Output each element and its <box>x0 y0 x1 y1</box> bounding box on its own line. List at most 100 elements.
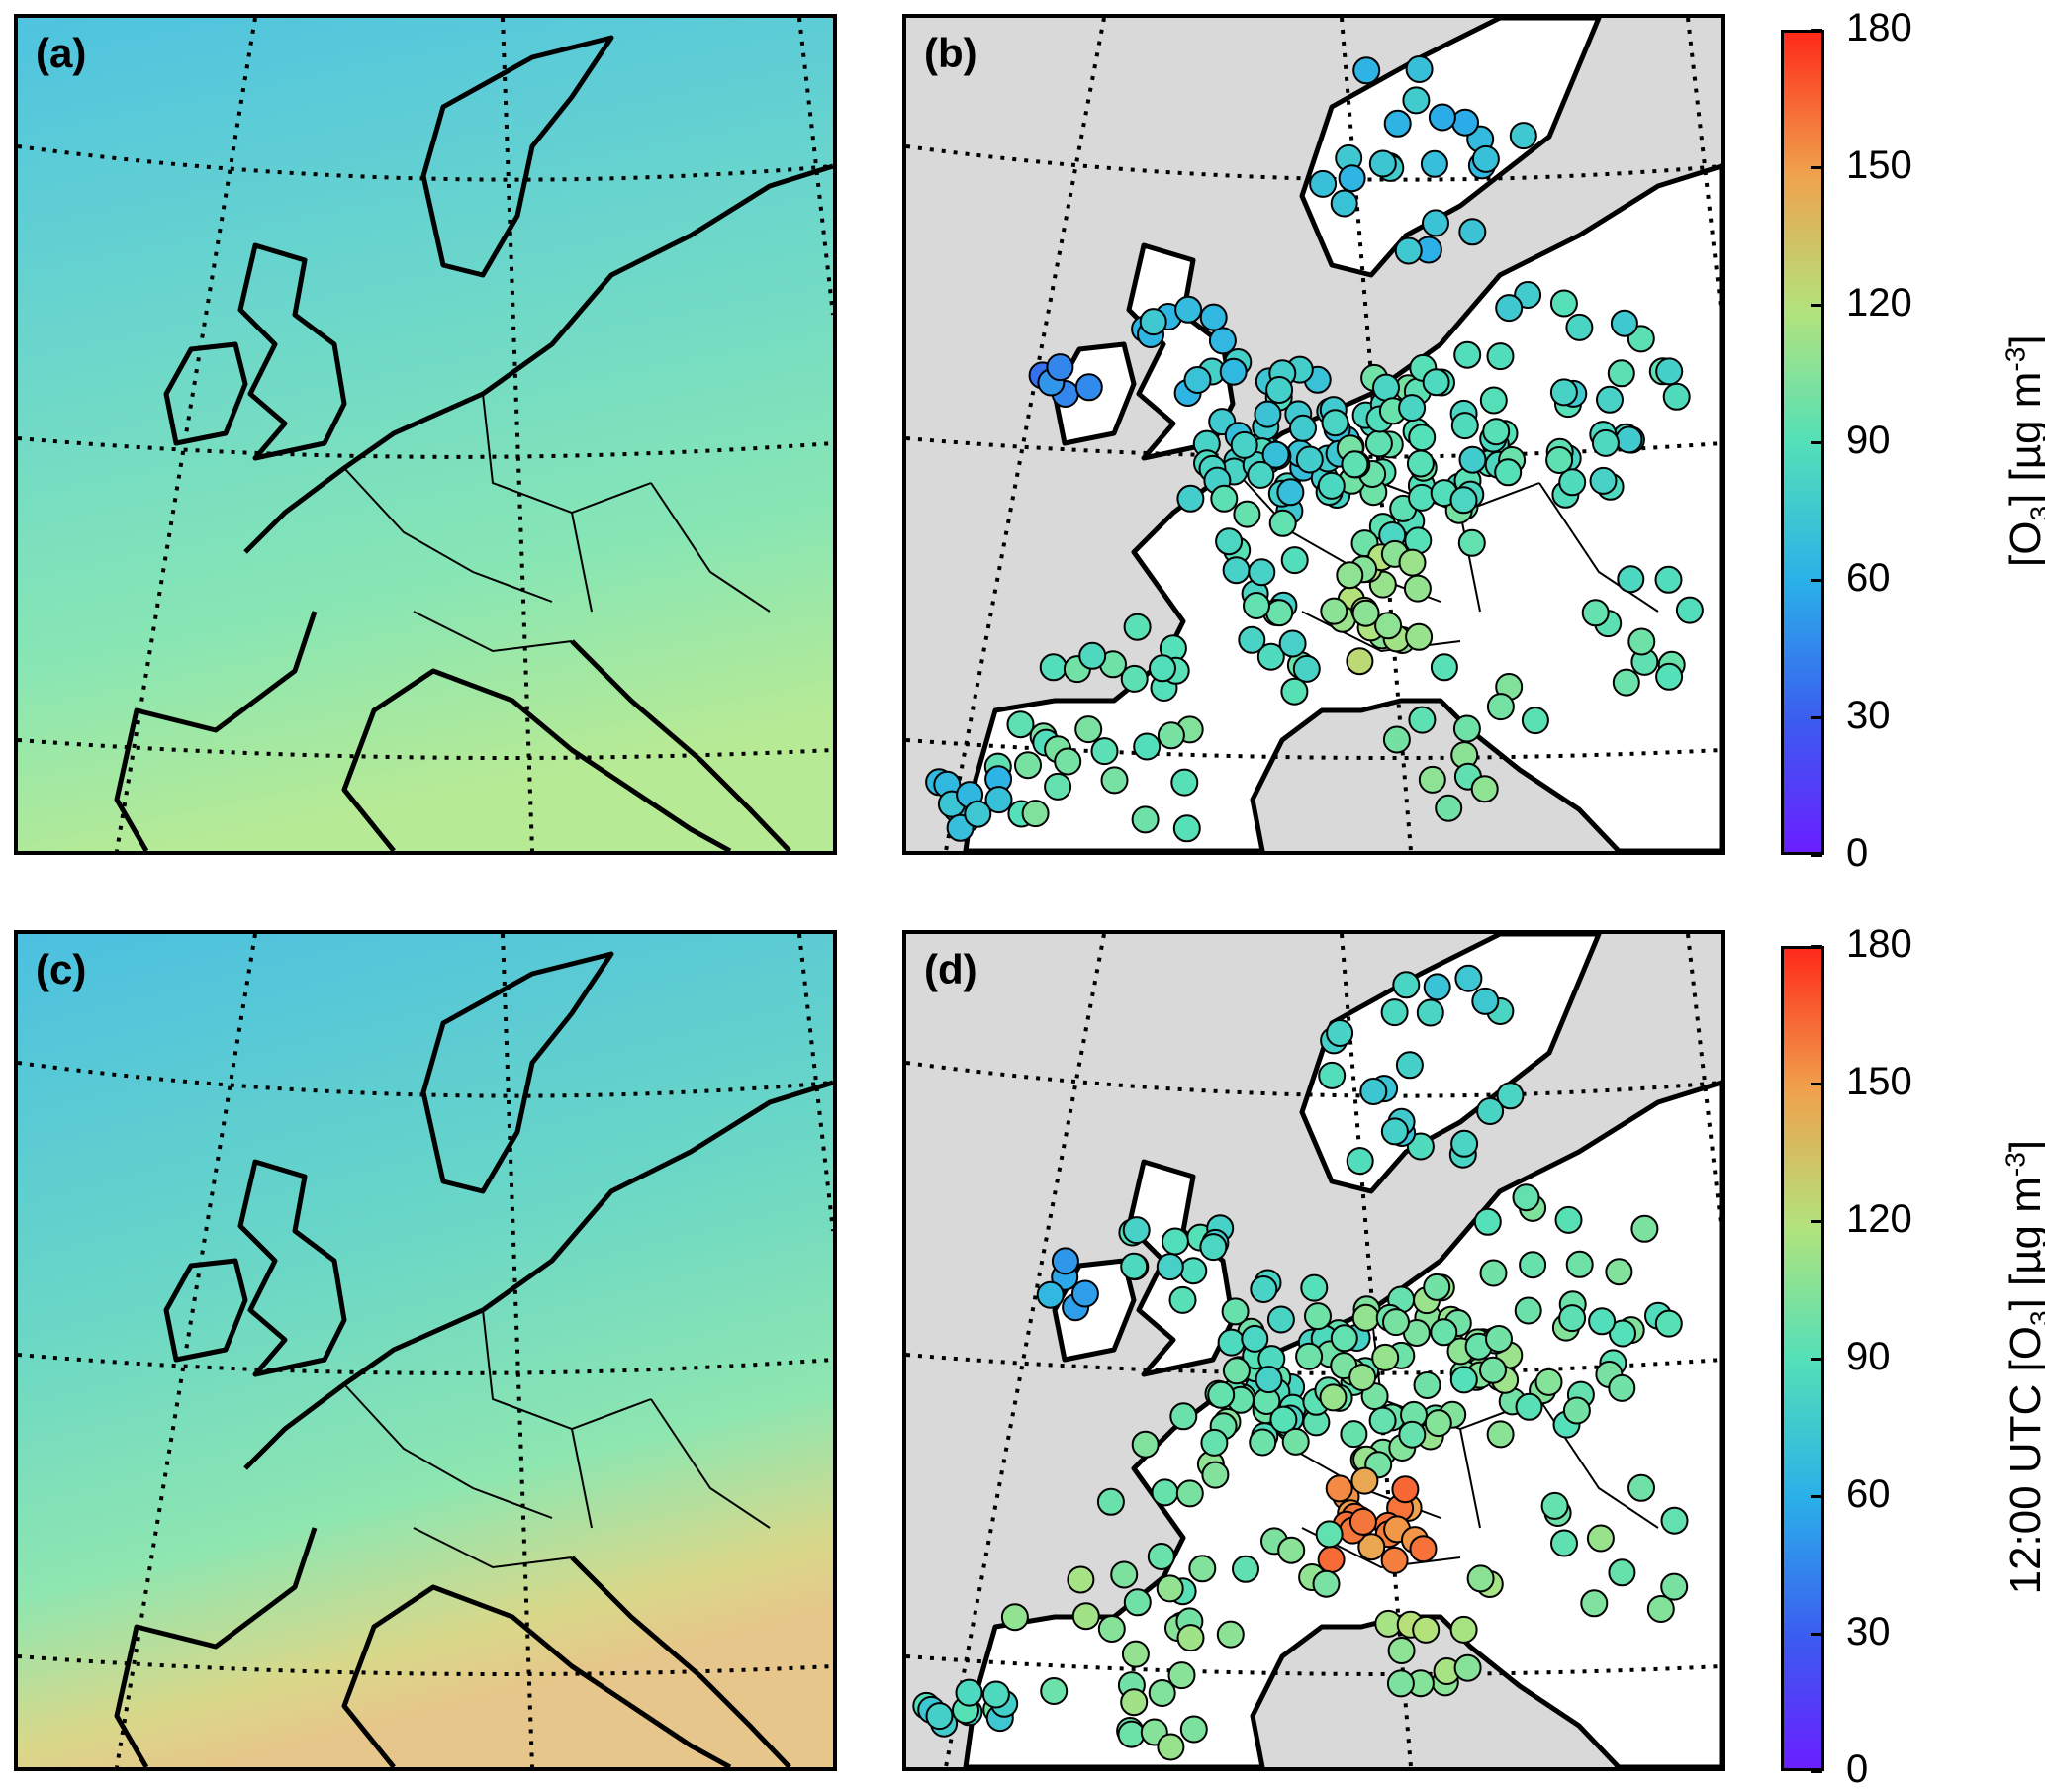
station-marker <box>1174 295 1203 324</box>
station-marker <box>1097 1615 1126 1643</box>
station-marker <box>1610 309 1638 337</box>
station-marker <box>1470 775 1499 803</box>
station-marker <box>1589 466 1618 495</box>
station-marker <box>1449 486 1478 515</box>
station-marker <box>1519 1251 1547 1279</box>
station-marker <box>1374 612 1403 640</box>
station-marker <box>1386 1669 1415 1698</box>
colorbar-tick-label: 0 <box>1846 831 1869 875</box>
station-marker <box>981 1680 1010 1709</box>
station-marker <box>1151 1478 1179 1507</box>
station-marker <box>1430 653 1458 682</box>
colorbar-tick-label: 90 <box>1846 419 1891 462</box>
station-marker <box>1420 149 1448 178</box>
colorbar-tick-label: 150 <box>1846 143 1912 187</box>
station-marker <box>1509 122 1537 150</box>
station-marker <box>1549 289 1578 318</box>
station-marker <box>1403 574 1432 603</box>
map-panel-a: (a) <box>14 14 837 855</box>
station-marker <box>1100 766 1129 795</box>
station-marker <box>1654 1309 1683 1338</box>
station-marker <box>1450 1129 1479 1158</box>
station-marker <box>1295 1342 1324 1370</box>
land-scandinavia <box>1299 18 1602 278</box>
station-marker <box>1413 1371 1441 1399</box>
station-marker <box>1591 428 1620 457</box>
station-marker <box>1424 1409 1452 1438</box>
station-marker <box>1070 1279 1099 1308</box>
station-marker <box>1558 468 1587 497</box>
station-marker <box>1265 376 1294 404</box>
station-marker <box>1371 1343 1400 1371</box>
station-marker <box>1280 546 1309 575</box>
station-marker <box>1394 236 1423 265</box>
colorbar-tick-mark <box>1811 716 1822 719</box>
station-marker <box>1454 964 1483 992</box>
station-marker <box>1675 596 1704 624</box>
station-marker <box>1496 1082 1525 1110</box>
station-marker <box>1247 460 1275 489</box>
station-marker <box>1423 973 1451 1001</box>
station-marker <box>984 786 1013 814</box>
station-marker <box>1188 1555 1217 1583</box>
station-marker <box>1423 1273 1451 1301</box>
station-marker <box>1312 1569 1341 1598</box>
station-marker <box>1449 1615 1478 1644</box>
station-marker <box>1562 1396 1591 1425</box>
station-marker <box>1131 1430 1160 1459</box>
station-marker <box>1416 998 1444 1027</box>
model-field-map <box>18 18 833 851</box>
station-marker <box>1453 340 1482 369</box>
station-marker <box>1346 1147 1374 1176</box>
station-marker <box>1200 1428 1229 1457</box>
station-marker <box>1654 565 1683 594</box>
station-marker <box>1268 509 1297 537</box>
station-marker <box>1222 1357 1251 1385</box>
station-marker <box>1605 1258 1633 1286</box>
colorbar-tick-mark <box>1811 1083 1822 1085</box>
station-marker <box>1123 613 1152 641</box>
colorbar-tick-label: 30 <box>1846 1610 1891 1653</box>
station-marker <box>1588 1307 1617 1336</box>
colorbar-label-bottom: 12:00 UTC [O3] [µg m-3] <box>1999 1140 2045 1595</box>
station-marker <box>1479 386 1508 415</box>
station-marker <box>1040 1677 1069 1705</box>
station-marker <box>1168 1285 1197 1314</box>
station-marker <box>1123 1588 1152 1617</box>
station-marker <box>1581 599 1610 627</box>
station-marker <box>1545 446 1574 474</box>
station-marker <box>1330 1324 1358 1353</box>
station-marker <box>1405 55 1434 83</box>
station-marker <box>1608 1373 1636 1402</box>
station-marker <box>1615 425 1643 454</box>
station-marker <box>1243 592 1270 619</box>
station-marker <box>1382 1308 1410 1337</box>
colorbar-tick-mark <box>1811 854 1822 857</box>
station-marker <box>1346 647 1374 676</box>
colorbar-tick-mark <box>1811 304 1822 307</box>
station-marker <box>1471 987 1500 1015</box>
station-marker <box>1256 642 1285 671</box>
station-marker <box>1217 1328 1246 1357</box>
station-marker <box>1364 429 1393 458</box>
station-marker <box>1157 721 1185 750</box>
station-marker <box>1452 714 1481 743</box>
station-marker <box>1383 109 1412 138</box>
station-marker <box>1662 382 1691 411</box>
station-marker <box>1250 1275 1278 1303</box>
station-marker <box>1249 1428 1277 1457</box>
station-marker <box>1330 189 1358 218</box>
station-marker <box>1540 1491 1569 1520</box>
station-marker <box>1549 378 1578 407</box>
station-marker <box>1318 1061 1347 1089</box>
station-marker <box>1341 450 1369 479</box>
station-marker <box>1278 629 1307 658</box>
station-marker <box>1558 1304 1587 1333</box>
station-marker <box>1300 1273 1329 1302</box>
station-marker <box>1265 599 1294 627</box>
station-marker <box>1230 430 1258 459</box>
station-marker <box>1201 1461 1230 1489</box>
station-marker <box>1408 424 1437 452</box>
panel-label: (a) <box>36 30 87 76</box>
station-marker <box>1133 732 1162 761</box>
